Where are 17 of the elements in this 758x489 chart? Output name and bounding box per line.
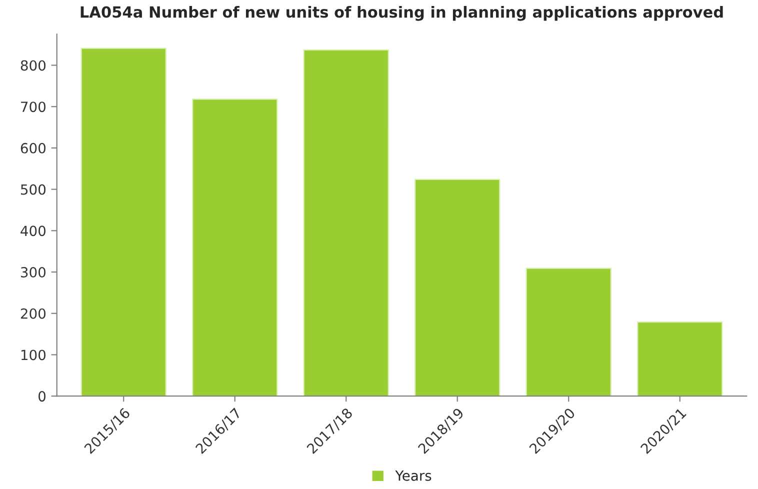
bar — [414, 178, 500, 396]
chart-title: LA054a Number of new units of housing in planning applications approved — [80, 6, 723, 21]
y-tick-label: 600 — [20, 142, 46, 154]
y-tick-label: 700 — [21, 102, 46, 112]
y-tick-label: 200 — [20, 308, 46, 319]
y-tick-label: 400 — [20, 226, 46, 236]
bar — [80, 48, 166, 396]
legend-label: Years — [395, 470, 432, 481]
y-tick-label: 100 — [21, 350, 46, 360]
y-tick-label: 0 — [38, 391, 46, 402]
bar — [526, 268, 612, 396]
y-tick-label: 500 — [20, 184, 46, 195]
bar — [192, 98, 278, 396]
bar — [303, 49, 389, 396]
y-tick-label: 300 — [20, 266, 46, 278]
bar — [637, 322, 723, 396]
y-tick-label: 800 — [20, 60, 46, 71]
